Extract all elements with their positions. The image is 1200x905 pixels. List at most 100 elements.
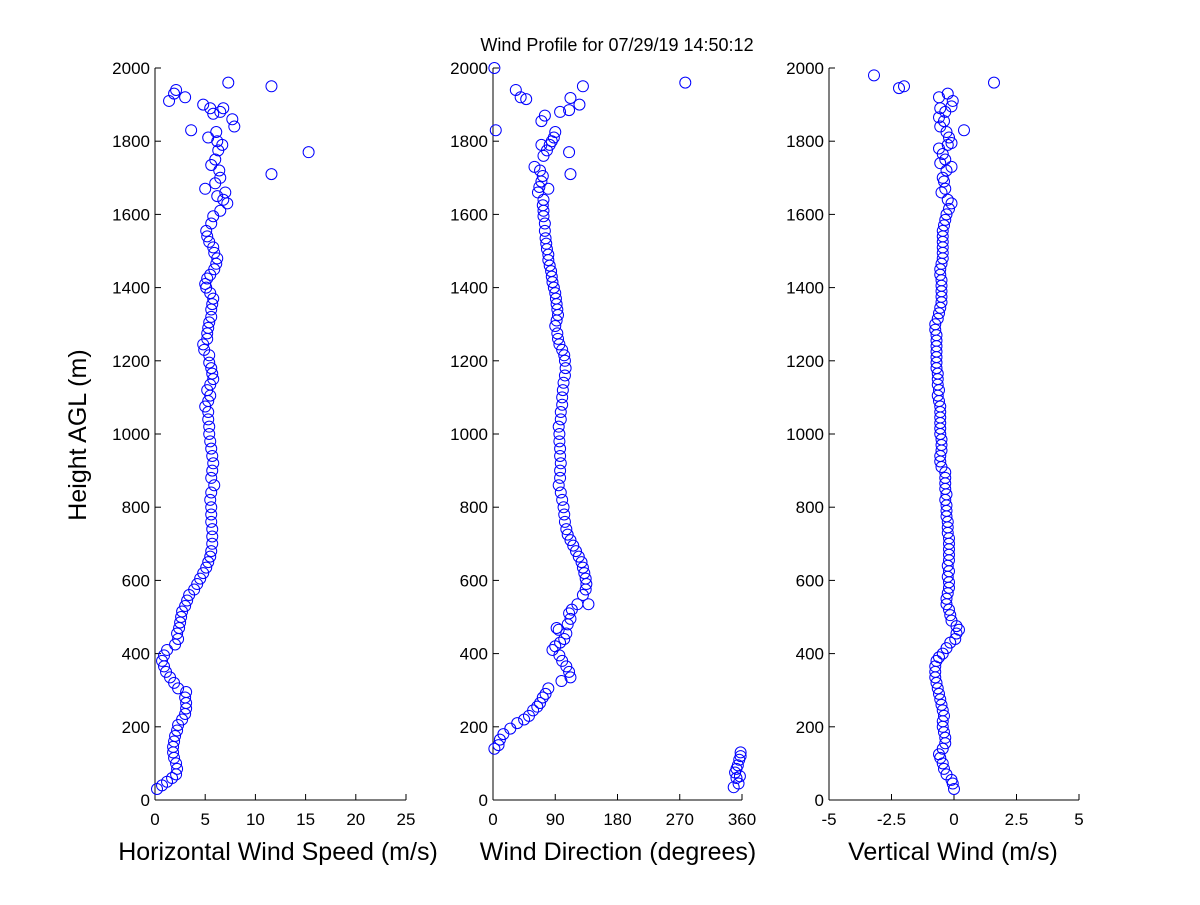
- y-tick-label: 0: [141, 791, 150, 810]
- data-point: [191, 578, 204, 591]
- data-point: [560, 523, 573, 536]
- data-point: [169, 729, 182, 742]
- data-point: [546, 643, 559, 656]
- data-point: [179, 691, 192, 704]
- data-point: [538, 109, 551, 122]
- x-tick-label: -2.5: [877, 810, 906, 829]
- data-point: [206, 464, 219, 477]
- data-point: [939, 182, 952, 195]
- data-point: [202, 131, 215, 144]
- data-point: [207, 457, 220, 470]
- data-point: [205, 508, 218, 521]
- data-point: [552, 479, 565, 492]
- data-point: [549, 320, 562, 333]
- data-point: [518, 713, 531, 726]
- y-tick-label: 1200: [450, 352, 488, 371]
- data-point: [527, 704, 540, 717]
- data-point: [552, 623, 565, 636]
- data-point: [940, 208, 953, 221]
- data-point: [576, 589, 589, 602]
- data-point: [219, 186, 232, 199]
- data-point: [898, 80, 910, 93]
- y-tick-label: 1600: [786, 205, 824, 224]
- x-tick-label: 0: [488, 810, 497, 829]
- data-point: [929, 318, 942, 331]
- data-point: [202, 413, 215, 426]
- data-point: [938, 709, 950, 722]
- data-point: [554, 486, 567, 499]
- data-point: [578, 567, 591, 580]
- y-tick-label: 1400: [112, 279, 150, 298]
- data-point: [579, 572, 592, 585]
- x-tick-label: 360: [728, 810, 756, 829]
- data-point: [536, 691, 549, 704]
- x-axis-label-vertical: Vertical Wind (m/s): [848, 838, 1058, 866]
- data-point: [511, 717, 524, 730]
- data-point: [489, 124, 502, 137]
- data-point: [939, 213, 952, 226]
- data-point: [206, 537, 219, 550]
- data-point: [536, 169, 549, 182]
- x-tick-label: 180: [603, 810, 631, 829]
- data-point: [539, 232, 552, 245]
- y-tick-label: 1200: [786, 352, 824, 371]
- data-point: [226, 113, 239, 126]
- data-point: [488, 742, 501, 755]
- data-point: [945, 160, 958, 173]
- data-point: [211, 252, 224, 265]
- data-point: [936, 742, 949, 755]
- data-point: [582, 598, 595, 611]
- x-axis-label-direction: Wind Direction (degrees): [480, 838, 757, 866]
- data-point: [222, 76, 235, 89]
- data-point: [211, 190, 224, 203]
- data-point: [554, 449, 567, 462]
- y-tick-label: 1400: [786, 279, 824, 298]
- data-point: [207, 292, 220, 305]
- data-point: [217, 102, 230, 115]
- data-point: [170, 83, 183, 96]
- data-point: [535, 138, 548, 151]
- data-point: [199, 277, 212, 290]
- data-point: [202, 556, 215, 569]
- data-point: [576, 561, 589, 574]
- y-tick-label: 400: [122, 645, 150, 664]
- data-point: [939, 153, 952, 166]
- data-point: [988, 76, 1000, 89]
- data-point: [930, 654, 943, 667]
- data-point: [567, 539, 580, 552]
- data-point: [158, 649, 171, 662]
- y-tick-label: 800: [460, 498, 488, 517]
- data-point: [207, 107, 220, 120]
- data-point: [563, 104, 576, 117]
- data-point: [558, 515, 571, 528]
- data-point: [933, 91, 945, 104]
- data-point: [953, 623, 965, 636]
- data-point: [228, 120, 241, 133]
- data-point: [198, 343, 211, 356]
- data-point: [206, 367, 219, 380]
- data-point: [492, 739, 505, 752]
- data-point: [534, 697, 547, 710]
- data-point: [176, 713, 189, 726]
- y-tick-label: 600: [122, 571, 150, 590]
- data-point: [557, 501, 570, 514]
- data-point: [935, 186, 948, 199]
- data-point: [199, 400, 212, 413]
- data-point: [945, 100, 958, 113]
- data-point: [210, 126, 223, 139]
- data-point: [536, 199, 549, 212]
- data-point: [170, 757, 183, 770]
- y-tick-label: 1800: [450, 132, 488, 151]
- data-point: [943, 202, 955, 215]
- data-point: [176, 605, 189, 618]
- data-point: [732, 777, 745, 790]
- data-point: [509, 83, 522, 96]
- data-point: [554, 105, 567, 118]
- y-tick-label: 1600: [450, 205, 488, 224]
- data-point: [554, 406, 567, 419]
- x-tick-label: 0: [949, 810, 958, 829]
- y-tick-label: 1400: [450, 279, 488, 298]
- data-point: [940, 592, 953, 605]
- data-point: [199, 182, 212, 195]
